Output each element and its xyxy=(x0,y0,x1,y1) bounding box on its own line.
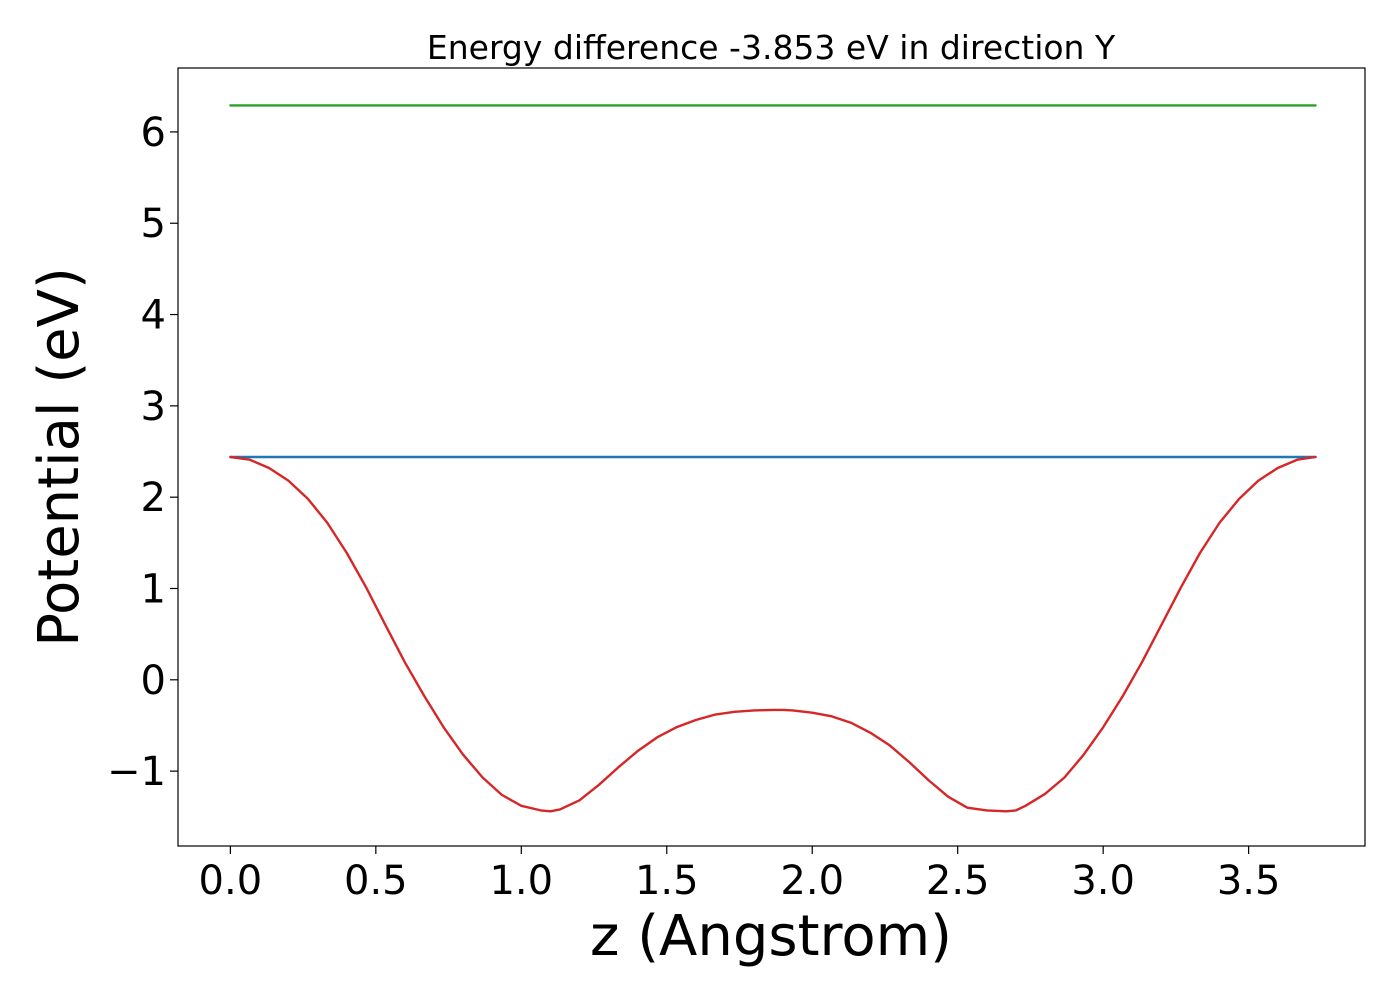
y-tick-label: 5 xyxy=(141,201,166,247)
x-tick-label: 2.5 xyxy=(926,858,990,904)
x-tick-label: 3.5 xyxy=(1217,858,1281,904)
x-tick-label: 1.5 xyxy=(635,858,699,904)
x-axis-label: z (Angstrom) xyxy=(590,904,952,969)
y-tick-label: 6 xyxy=(141,110,166,156)
x-axis: 0.0 0.5 1.0 1.5 2.0 2.5 3.0 3.5 xyxy=(199,846,1281,904)
y-tick-label: 3 xyxy=(141,384,166,430)
plot-area xyxy=(229,104,1317,813)
y-axis: −1 0 1 2 3 4 5 6 xyxy=(107,110,178,795)
y-tick-label: −1 xyxy=(107,749,166,795)
x-tick-label: 0.5 xyxy=(344,858,408,904)
y-axis-label: Potential (eV) xyxy=(27,267,92,647)
x-tick-label: 1.0 xyxy=(489,858,553,904)
y-tick-label: 4 xyxy=(141,293,166,339)
y-tick-label: 1 xyxy=(141,566,166,612)
y-tick-label: 0 xyxy=(141,658,166,704)
x-tick-label: 0.0 xyxy=(199,858,263,904)
chart-title: Energy difference -3.853 eV in direction… xyxy=(427,28,1116,67)
x-tick-label: 2.0 xyxy=(780,858,844,904)
series-line-2 xyxy=(229,455,1317,813)
x-tick-label: 3.0 xyxy=(1071,858,1135,904)
y-tick-label: 2 xyxy=(141,475,166,521)
axes-frame xyxy=(177,67,1366,847)
